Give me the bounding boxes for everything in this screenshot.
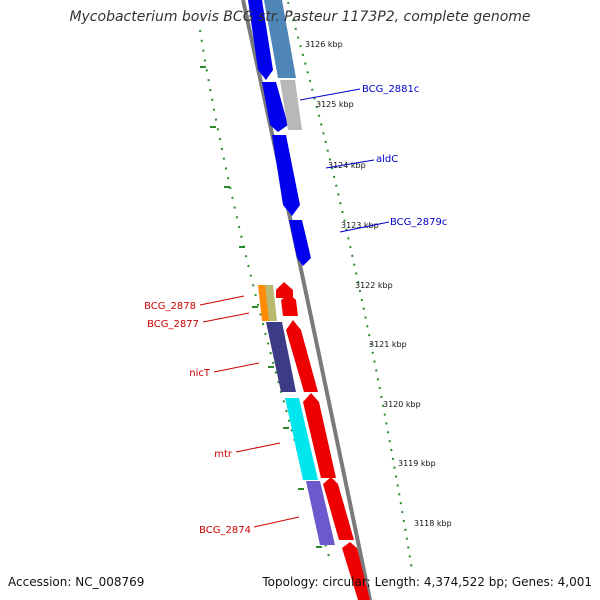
map-title: Mycobacterium bovis BCG str. Pasteur 117… — [69, 9, 531, 25]
gene-arrow — [323, 477, 354, 540]
tick-label: 3119 kbp — [398, 459, 436, 468]
gene-label-connector — [253, 516, 300, 528]
gene-label-connector — [235, 442, 281, 453]
gene-arrow — [342, 542, 370, 600]
gene-arrow — [281, 294, 298, 316]
gene-label-connector — [213, 362, 260, 373]
gene-block — [306, 481, 335, 545]
gene-label-connector — [325, 159, 375, 169]
gene-block — [265, 285, 277, 321]
gene-label-connector — [199, 295, 245, 306]
tick-label: 3124 kbp — [328, 161, 366, 170]
tick-label: 3123 kbp — [341, 221, 379, 230]
gene-label: BCG_2878 — [144, 301, 196, 312]
gene-arrow — [303, 393, 336, 478]
gene-arrow — [286, 320, 318, 392]
gene-arrow — [272, 135, 300, 216]
gene-label: BCG_2877 — [147, 319, 199, 330]
gene-label: BCG_2879c — [390, 217, 447, 228]
gene-arrow — [289, 220, 311, 266]
tick-label: 3125 kbp — [316, 100, 354, 109]
tick-label: 3118 kbp — [414, 519, 452, 528]
gene-block — [280, 80, 302, 130]
gene-label: mtr — [214, 449, 233, 460]
genome-summary: Topology: circular; Length: 4,374,522 bp… — [262, 575, 592, 589]
gene-label-connector — [299, 88, 361, 101]
genome-backbone — [241, 0, 372, 600]
gene-block — [264, 0, 296, 78]
gene-arrow — [276, 282, 293, 298]
gene-label: BCG_2874 — [199, 525, 251, 536]
gene-label: aldC — [376, 154, 398, 165]
gene-arrow — [248, 0, 273, 80]
gene-label-connector — [339, 221, 390, 233]
accession-label: Accession: NC_008769 — [8, 575, 145, 589]
gene-label: nicT — [189, 368, 211, 379]
tick-label: 3126 kbp — [305, 40, 343, 49]
gene-label-connector — [202, 312, 250, 323]
gene-arrow — [262, 82, 288, 132]
gene-block — [285, 398, 318, 480]
tick-label: 3120 kbp — [383, 400, 421, 409]
tick-label: 3122 kbp — [355, 281, 393, 290]
outer-tick-ring — [287, 1, 413, 571]
inner-ring-marks — [200, 66, 322, 548]
tick-label: 3121 kbp — [369, 340, 407, 349]
gene-block — [266, 322, 296, 392]
gene-label: BCG_2881c — [362, 84, 419, 95]
